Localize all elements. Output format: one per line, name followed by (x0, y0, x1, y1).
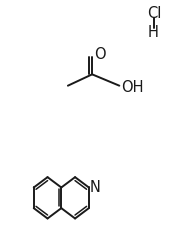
Text: H: H (147, 25, 158, 40)
Text: OH: OH (121, 80, 144, 95)
Text: Cl: Cl (147, 6, 162, 21)
Text: O: O (94, 47, 106, 62)
Text: N: N (90, 180, 101, 195)
